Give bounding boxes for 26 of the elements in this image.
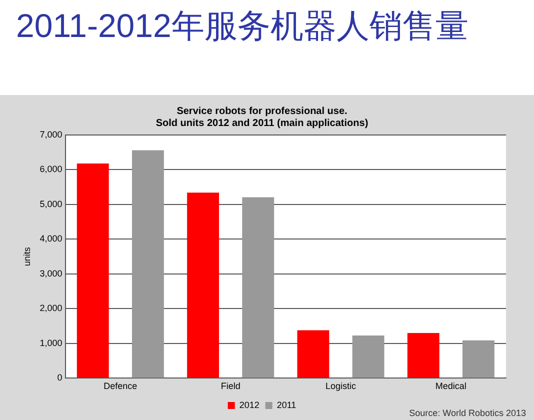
y-tick-label: 5,000 — [40, 198, 62, 209]
bar — [187, 192, 220, 378]
bar — [462, 340, 494, 378]
y-tick-label: 6,000 — [40, 164, 62, 174]
legend-label: 2012 — [239, 400, 260, 410]
x-tick-label: Defence — [104, 381, 138, 392]
bar — [297, 330, 330, 378]
y-tick-label: 2,000 — [40, 303, 62, 314]
bar — [352, 335, 384, 378]
bar — [407, 333, 440, 378]
y-tick-label: 1,000 — [40, 338, 62, 348]
y-tick-label: 4,000 — [40, 234, 62, 244]
y-tick-label: 0 — [57, 372, 62, 383]
chart-subtitle: Service robots for professional use. Sold units 2012 and 2011 (main applications) — [156, 106, 368, 129]
chart-title: 2011-2012年服务机器人销售量 — [16, 6, 468, 46]
bar — [242, 197, 274, 378]
bar — [132, 150, 164, 378]
bar — [76, 163, 109, 378]
y-axis-title: units — [22, 246, 32, 266]
legend-label: 2011 — [276, 400, 296, 410]
x-tick-label: Field — [220, 381, 240, 392]
y-tick-label: 3,000 — [40, 268, 62, 278]
y-tick-label: 7,000 — [40, 129, 62, 140]
x-tick-label: Logistic — [325, 381, 357, 392]
x-tick-label: Medical — [435, 381, 466, 392]
source-note: Source: World Robotics 2013 — [409, 408, 526, 418]
